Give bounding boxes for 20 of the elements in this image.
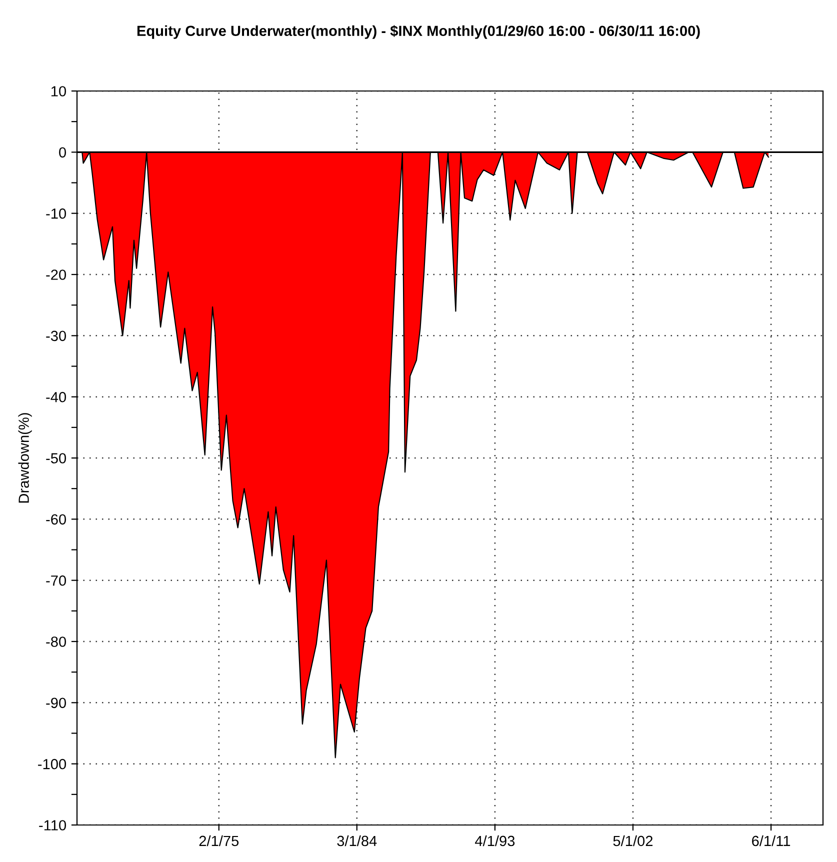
- chart-title: Equity Curve Underwater(monthly) - $INX Monthly(01/29/60 16:00 - 06/30/11 16:00): [137, 25, 700, 39]
- y-tick-label: -20: [46, 270, 66, 280]
- x-tick-label: 3/1/84: [337, 835, 377, 846]
- x-tick-label: 2/1/75: [199, 835, 239, 846]
- y-tick-label: -100: [38, 758, 66, 770]
- y-tick-label: -50: [46, 453, 66, 464]
- y-tick-label: -40: [46, 392, 66, 402]
- y-tick-label: -60: [46, 514, 66, 525]
- x-tick-label: 6/1/11: [752, 835, 790, 846]
- y-tick-label: -80: [46, 636, 66, 647]
- y-tick-label: 0: [59, 147, 66, 158]
- y-tick-label: -10: [46, 208, 66, 219]
- y-axis-title: Drawdown(%): [18, 413, 32, 503]
- y-tick-label: -30: [46, 330, 66, 342]
- y-tick-label: 10: [51, 86, 66, 96]
- y-tick-label: -70: [46, 575, 66, 586]
- x-tick-label: 4/1/93: [475, 835, 515, 846]
- y-tick-label: -90: [46, 698, 66, 708]
- y-tick-label: -110: [39, 820, 66, 830]
- x-tick-label: 5/1/02: [613, 835, 653, 846]
